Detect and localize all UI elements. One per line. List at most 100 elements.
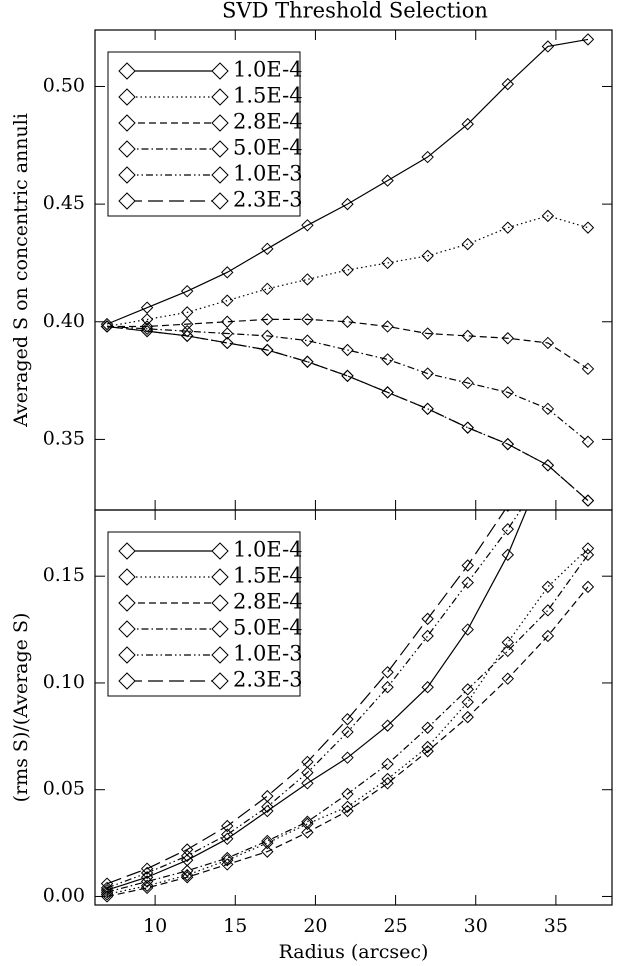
data-point [221, 858, 234, 871]
data-point [221, 336, 234, 350]
legend-marker [118, 192, 136, 210]
data-point [381, 681, 394, 694]
legend-marker [118, 672, 136, 690]
legend-label: 1.0E-4 [233, 58, 303, 82]
y-tick-label: 0.00 [43, 884, 85, 906]
data-point [581, 548, 595, 562]
data-point [501, 77, 515, 91]
data-point [381, 719, 394, 732]
data-point [461, 623, 474, 636]
data-point [180, 871, 194, 884]
data-point [100, 883, 114, 897]
legend-marker [211, 140, 229, 158]
series-line [106, 510, 506, 885]
data-point [341, 804, 354, 818]
legend-box [107, 51, 301, 217]
data-point [341, 751, 354, 764]
data-point [501, 386, 515, 399]
data-point [301, 273, 314, 286]
legend-marker [118, 140, 136, 158]
series-line [106, 554, 589, 893]
data-point [541, 604, 555, 617]
data-point [421, 740, 434, 754]
data-point [221, 819, 234, 833]
series-line [106, 325, 589, 443]
data-point [421, 327, 434, 340]
legend-marker [118, 114, 136, 132]
data-point [100, 317, 114, 331]
x-axis-label: Radius (arcsec) [279, 941, 429, 963]
data-point [381, 353, 394, 366]
data-point [461, 237, 474, 251]
data-point [180, 849, 194, 863]
series-line [107, 318, 589, 370]
data-point [301, 334, 314, 347]
data-point [100, 888, 114, 901]
legend-label: 1.0E-3 [233, 162, 303, 186]
data-point [541, 209, 555, 223]
legend-marker [118, 166, 136, 184]
legend-marker [118, 646, 136, 664]
data-point [221, 828, 234, 841]
data-point [501, 636, 515, 649]
data-point [140, 301, 154, 314]
series-line [106, 586, 589, 898]
data-point [505, 510, 510, 512]
data-point [180, 843, 194, 856]
data-point [140, 320, 154, 333]
x-tick-label: 25 [383, 915, 407, 937]
series-line [106, 510, 528, 891]
data-point [261, 242, 274, 256]
data-point [541, 459, 555, 472]
data-point [221, 327, 234, 340]
data-point [301, 755, 314, 769]
y-tick-label: 0.10 [43, 671, 85, 693]
y-tick-label: 0.50 [43, 74, 85, 96]
data-point [461, 576, 474, 589]
legend-label: 1.5E-4 [233, 84, 303, 108]
data-point [501, 221, 515, 234]
legend-label: 5.0E-4 [233, 136, 303, 160]
data-point [581, 435, 595, 448]
y-tick-label: 0.45 [43, 192, 85, 214]
x-tick-label: 10 [143, 915, 167, 937]
series-line [106, 325, 589, 502]
legend-marker [211, 114, 229, 132]
data-point [261, 313, 274, 326]
legend-marker [118, 620, 136, 638]
legend-marker [211, 192, 229, 210]
data-point [501, 644, 515, 658]
data-point [381, 666, 394, 679]
data-point [381, 757, 394, 771]
legend-marker [211, 88, 229, 106]
data-point [180, 329, 194, 343]
data-point [301, 777, 314, 790]
legend-marker [211, 62, 229, 80]
data-point [461, 117, 474, 131]
legend-label: 5.0E-4 [233, 616, 303, 640]
data-point [421, 681, 434, 694]
legend-label: 2.8E-4 [233, 590, 303, 614]
data-point [541, 402, 555, 416]
data-point [461, 695, 474, 709]
legend-label: 1.5E-4 [233, 564, 303, 588]
x-tick-label: 15 [223, 915, 247, 937]
data-point [341, 800, 354, 813]
legend-marker [211, 620, 229, 638]
data-point [140, 324, 154, 338]
data-point [541, 40, 555, 53]
data-point [381, 320, 394, 333]
data-point [461, 710, 474, 724]
data-point [341, 725, 354, 739]
data-point [180, 317, 194, 331]
data-point [261, 282, 274, 296]
legend-box [107, 531, 301, 697]
data-point [381, 174, 394, 187]
data-point [301, 826, 314, 839]
data-point [341, 197, 354, 211]
legend-marker [118, 88, 136, 106]
legend-label: 2.3E-3 [233, 188, 303, 212]
data-point [541, 336, 555, 350]
data-point [461, 683, 474, 696]
